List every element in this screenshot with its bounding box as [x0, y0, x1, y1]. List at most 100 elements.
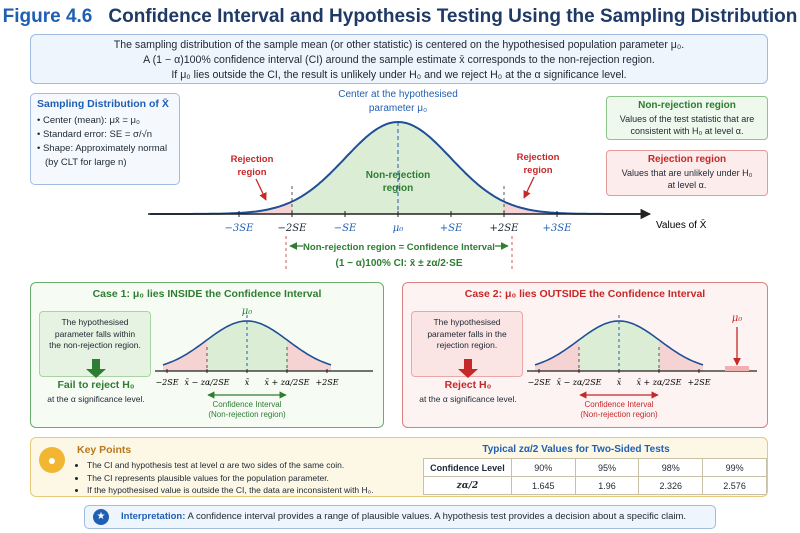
figure-number: Figure 4.6 [2, 6, 93, 27]
axis-label: Values of X̄ [656, 218, 707, 231]
tick-label: μ₀ [393, 223, 404, 234]
se-row: • Standard error: SE = σ/√n [37, 129, 153, 140]
nonrejection-label-2: region [383, 183, 414, 194]
nonrejection-info-heading: Non-rejection region [638, 100, 736, 111]
case1-note-line-3: the non-rejection region. [49, 340, 141, 350]
z-label: zα/2 [423, 476, 512, 495]
rejection-left-label-1: Rejection [231, 154, 274, 165]
shape-note: (by CLT for large n) [45, 157, 127, 168]
shape-row: • Shape: Approximately normal [37, 143, 168, 154]
table-cell: 1.645 [510, 476, 576, 495]
table-row: zα/2 1.645 1.96 2.326 2.576 [423, 476, 767, 495]
tick-label: x̄ [245, 378, 250, 387]
case2-note: The hypothesised parameter falls in the … [411, 311, 523, 377]
tick-label: −SE [334, 223, 357, 234]
key-point-item: If the hypothesised value is outside the… [87, 484, 374, 497]
key-points-heading: Key Points [77, 444, 132, 456]
rejection-right-arrow [523, 176, 535, 199]
table-cell: 95% [574, 458, 640, 477]
rejection-info-text-2: at level α. [667, 180, 707, 190]
table-cell: 99% [702, 458, 767, 477]
intro-line-1: The sampling distribution of the sample … [113, 39, 685, 51]
ci-label: Non-rejection region = Confidence Interv… [303, 242, 495, 253]
center-label-2: parameter μ₀ [369, 103, 427, 114]
case2-down-arrow-icon [458, 359, 478, 378]
key-points-list: The CI and hypothesis test at level α ar… [77, 459, 374, 497]
case1-title: Case 1: μ₀ lies INSIDE the Confidence In… [92, 288, 322, 300]
case1-panel: Case 1: μ₀ lies INSIDE the Confidence In… [30, 282, 384, 428]
mu0-marker [725, 366, 749, 371]
sampling-distribution-heading: Sampling Distribution of X̄ [37, 98, 169, 110]
tick-label: x̄ + zα/2SE [636, 378, 681, 387]
intro-box: The sampling distribution of the sample … [30, 34, 768, 84]
figure-title-text: Confidence Interval and Hypothesis Testi… [108, 6, 798, 27]
case2-note-line-3: rejection region. [436, 340, 498, 350]
se-text: Standard error: SE = σ/√n [42, 129, 153, 140]
main-distribution-diagram: Center at the hypothesised parameter μ₀ … [148, 89, 707, 270]
case1-verdict: Fail to reject H₀ [57, 379, 135, 391]
nonrejection-info-text-2: consistent with H₀ at level α. [630, 126, 744, 136]
lightbulb-icon: ● [39, 447, 65, 473]
rejection-info-text-1: Values that are unlikely under H₀ [621, 168, 753, 178]
rejection-right-label-1: Rejection [517, 152, 560, 163]
table-cell: 90% [510, 458, 576, 477]
ci-label: Confidence Interval [213, 400, 282, 409]
rejection-info-heading: Rejection region [647, 154, 727, 165]
ci-sub-label: (Non-rejection region) [208, 410, 286, 419]
case2-diagram: −2SE x̄ − zα/2SE x̄ x̄ + zα/2SE +2SE Confiden… [527, 313, 757, 419]
tick-label: x̄ + zα/2SE [264, 378, 309, 387]
case2-verdict-sub: at the α significance level. [419, 394, 517, 404]
case1-verdict-sub: at the α significance level. [47, 394, 145, 404]
interpretation-box: ★ Interpretation: A confidence interval … [84, 505, 716, 529]
rejection-fill-left [150, 201, 292, 214]
center-label-1: Center at the hypothesised [338, 89, 458, 100]
table-cell: 2.326 [638, 476, 704, 495]
rejection-left-label-2: region [237, 167, 266, 178]
mu0-label: μ₀ [732, 313, 743, 324]
shape-text: Shape: Approximately normal [42, 143, 168, 154]
z-table-title: Typical zα/2 Values for Two-Sided Tests [482, 444, 670, 455]
rejection-info-box: Rejection region Values that are unlikel… [606, 150, 768, 196]
tick-label: +2SE [490, 223, 520, 234]
case1-note-line-1: The hypothesised [61, 317, 129, 327]
table-row: Confidence Level 90% 95% 98% 99% [423, 458, 767, 477]
rejection-left-arrow [255, 178, 267, 201]
tick-label: −2SE [278, 223, 308, 234]
nonrejection-info-text-1: Values of the test statistic that are [619, 114, 755, 124]
ci-label: Confidence Interval [585, 400, 654, 409]
table-cell: 1.96 [574, 476, 640, 495]
tick-label: x̄ − zα/2SE [556, 378, 601, 387]
figure-title: Figure 4.6 Confidence Interval and Hypoth… [0, 6, 800, 28]
case1-note-line-2: parameter falls within [54, 328, 136, 339]
case2-panel: Case 2: μ₀ lies OUTSIDE the Confidence I… [402, 282, 768, 428]
case2-title: Case 2: μ₀ lies OUTSIDE the Confidence I… [464, 288, 706, 300]
key-point-item: The CI and hypothesis test at level α ar… [87, 459, 374, 472]
case2-note-line-1: The hypothesised [433, 317, 501, 327]
ci-formula: (1 − α)100% CI: x̄ ± zα/2·SE [336, 258, 463, 269]
table-cell: 2.576 [702, 476, 767, 495]
intro-line-3: If μ₀ lies outside the CI, the result is… [171, 69, 627, 81]
tick-label: −2SE [527, 378, 550, 387]
interpretation-label: Interpretation: [121, 511, 186, 522]
tick-label: −2SE [155, 378, 178, 387]
sampling-distribution-box: Sampling Distribution of X̄ • Center (me… [30, 93, 180, 185]
z-table: Confidence Level 90% 95% 98% 99% zα/2 1.… [423, 458, 767, 495]
case2-note-line-2: parameter falls in the [427, 328, 507, 339]
nonrejection-label-1: Non-rejection [366, 170, 430, 181]
rejection-right-label-2: region [523, 165, 552, 176]
tick-label: +3SE [543, 223, 573, 234]
tick-label: +SE [440, 223, 463, 234]
tick-label: +2SE [315, 378, 338, 387]
confidence-level-label: Confidence Level [423, 458, 512, 477]
key-point-item: The CI represents plausible values for t… [87, 472, 374, 485]
nonrejection-info-box: Non-rejection region Values of the test … [606, 96, 768, 140]
case2-verdict: Reject H₀ [444, 379, 492, 391]
star-icon: ★ [93, 509, 109, 525]
tick-label: +2SE [687, 378, 710, 387]
key-points-box: ● Key Points The CI and hypothesis test … [30, 437, 768, 497]
tick-label: x̄ [617, 378, 622, 387]
table-cell: 98% [638, 458, 704, 477]
rejection-fill-right [504, 201, 646, 214]
center-row: • Center (mean): μx̄ = μ₀ [37, 115, 140, 126]
intro-line-2: A (1 − α)100% confidence interval (CI) a… [143, 54, 655, 66]
